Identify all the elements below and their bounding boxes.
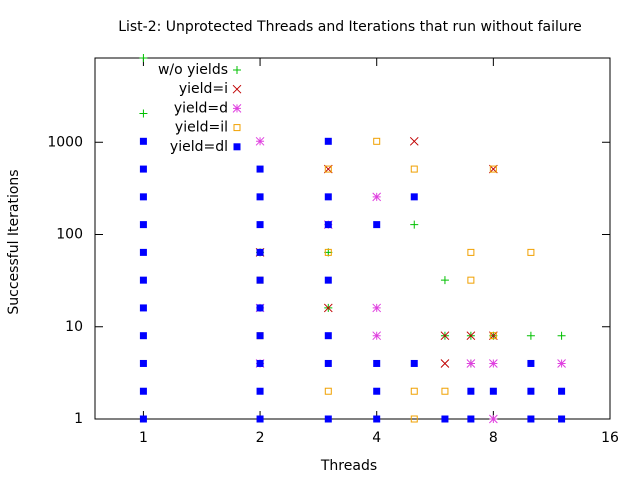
legend-symbol: [233, 124, 241, 132]
point: [324, 137, 332, 145]
point: [440, 359, 450, 368]
point: [139, 109, 148, 118]
legend-symbol: [233, 66, 241, 74]
point: [256, 193, 264, 201]
point: [467, 248, 475, 256]
plot-border: [94, 57, 611, 420]
point: [372, 303, 382, 313]
point: [557, 331, 566, 340]
point: [139, 359, 147, 367]
point: [409, 136, 419, 146]
point: [489, 332, 497, 340]
x-tick-label: 4: [372, 430, 381, 446]
point: [373, 387, 381, 395]
point: [256, 248, 264, 256]
point: [467, 415, 475, 423]
point: [255, 136, 265, 146]
legend-label: yield=dl: [170, 139, 228, 155]
point: [139, 54, 148, 62]
point: [324, 165, 332, 173]
legend-symbol: [233, 143, 241, 151]
y-tick-label: 1000: [47, 134, 83, 150]
point: [410, 387, 418, 395]
x-tick-label: 16: [601, 430, 619, 446]
point: [410, 359, 418, 367]
point: [527, 387, 535, 395]
point: [139, 387, 147, 395]
point: [139, 193, 147, 201]
chart-title: List-2: Unprotected Threads and Iteratio…: [118, 19, 582, 35]
point: [324, 248, 332, 256]
legend-symbol: [232, 104, 242, 113]
point: [324, 221, 332, 229]
point: [527, 415, 535, 423]
point: [557, 359, 566, 368]
point: [440, 276, 449, 285]
point: [256, 165, 264, 173]
point: [139, 248, 147, 256]
point: [372, 192, 382, 202]
x-tick-label: 2: [256, 430, 265, 446]
point: [373, 359, 381, 367]
point: [256, 332, 264, 340]
point: [324, 332, 332, 340]
x-tick-label: 8: [489, 430, 498, 446]
point: [139, 137, 147, 145]
point: [372, 331, 382, 341]
y-tick-label: 10: [65, 319, 83, 335]
y-tick-label: 1: [74, 411, 83, 427]
point: [410, 165, 418, 173]
point: [324, 193, 332, 201]
point: [440, 331, 450, 341]
point: [139, 304, 147, 312]
point: [410, 415, 418, 423]
point: [526, 331, 535, 340]
x-tick-label: 1: [139, 430, 148, 446]
point: [410, 193, 418, 201]
point: [410, 220, 419, 229]
point: [441, 387, 449, 395]
point: [139, 165, 147, 173]
point: [323, 303, 333, 313]
point: [256, 276, 264, 284]
point: [466, 331, 476, 341]
point: [324, 415, 332, 423]
point: [324, 276, 332, 284]
point: [139, 221, 147, 229]
x-axis-label: Threads: [320, 458, 377, 474]
point: [527, 359, 535, 367]
y-tick-label: 100: [56, 227, 83, 243]
legend-label: yield=d: [174, 100, 228, 116]
legend-label: w/o yields: [158, 62, 228, 78]
point: [527, 248, 535, 256]
point: [467, 387, 475, 395]
point: [256, 359, 264, 367]
point: [466, 359, 476, 368]
point: [558, 387, 566, 395]
point: [139, 415, 147, 423]
point: [373, 137, 381, 145]
point: [256, 304, 264, 312]
point: [489, 387, 497, 395]
point: [139, 276, 147, 284]
point: [441, 415, 449, 423]
legend-symbol: [232, 84, 242, 94]
point: [488, 414, 498, 424]
point: [256, 221, 264, 229]
legend-label: yield=i: [179, 81, 228, 97]
point: [558, 415, 566, 423]
legend-label: yield=il: [175, 120, 228, 136]
point: [139, 332, 147, 340]
point: [467, 276, 475, 284]
point: [373, 221, 381, 229]
point: [256, 415, 264, 423]
point: [488, 359, 498, 368]
point: [256, 387, 264, 395]
y-axis-label: Successful Iterations: [6, 169, 22, 314]
point: [489, 165, 497, 173]
point: [324, 359, 332, 367]
point: [373, 415, 381, 423]
point: [324, 387, 332, 395]
